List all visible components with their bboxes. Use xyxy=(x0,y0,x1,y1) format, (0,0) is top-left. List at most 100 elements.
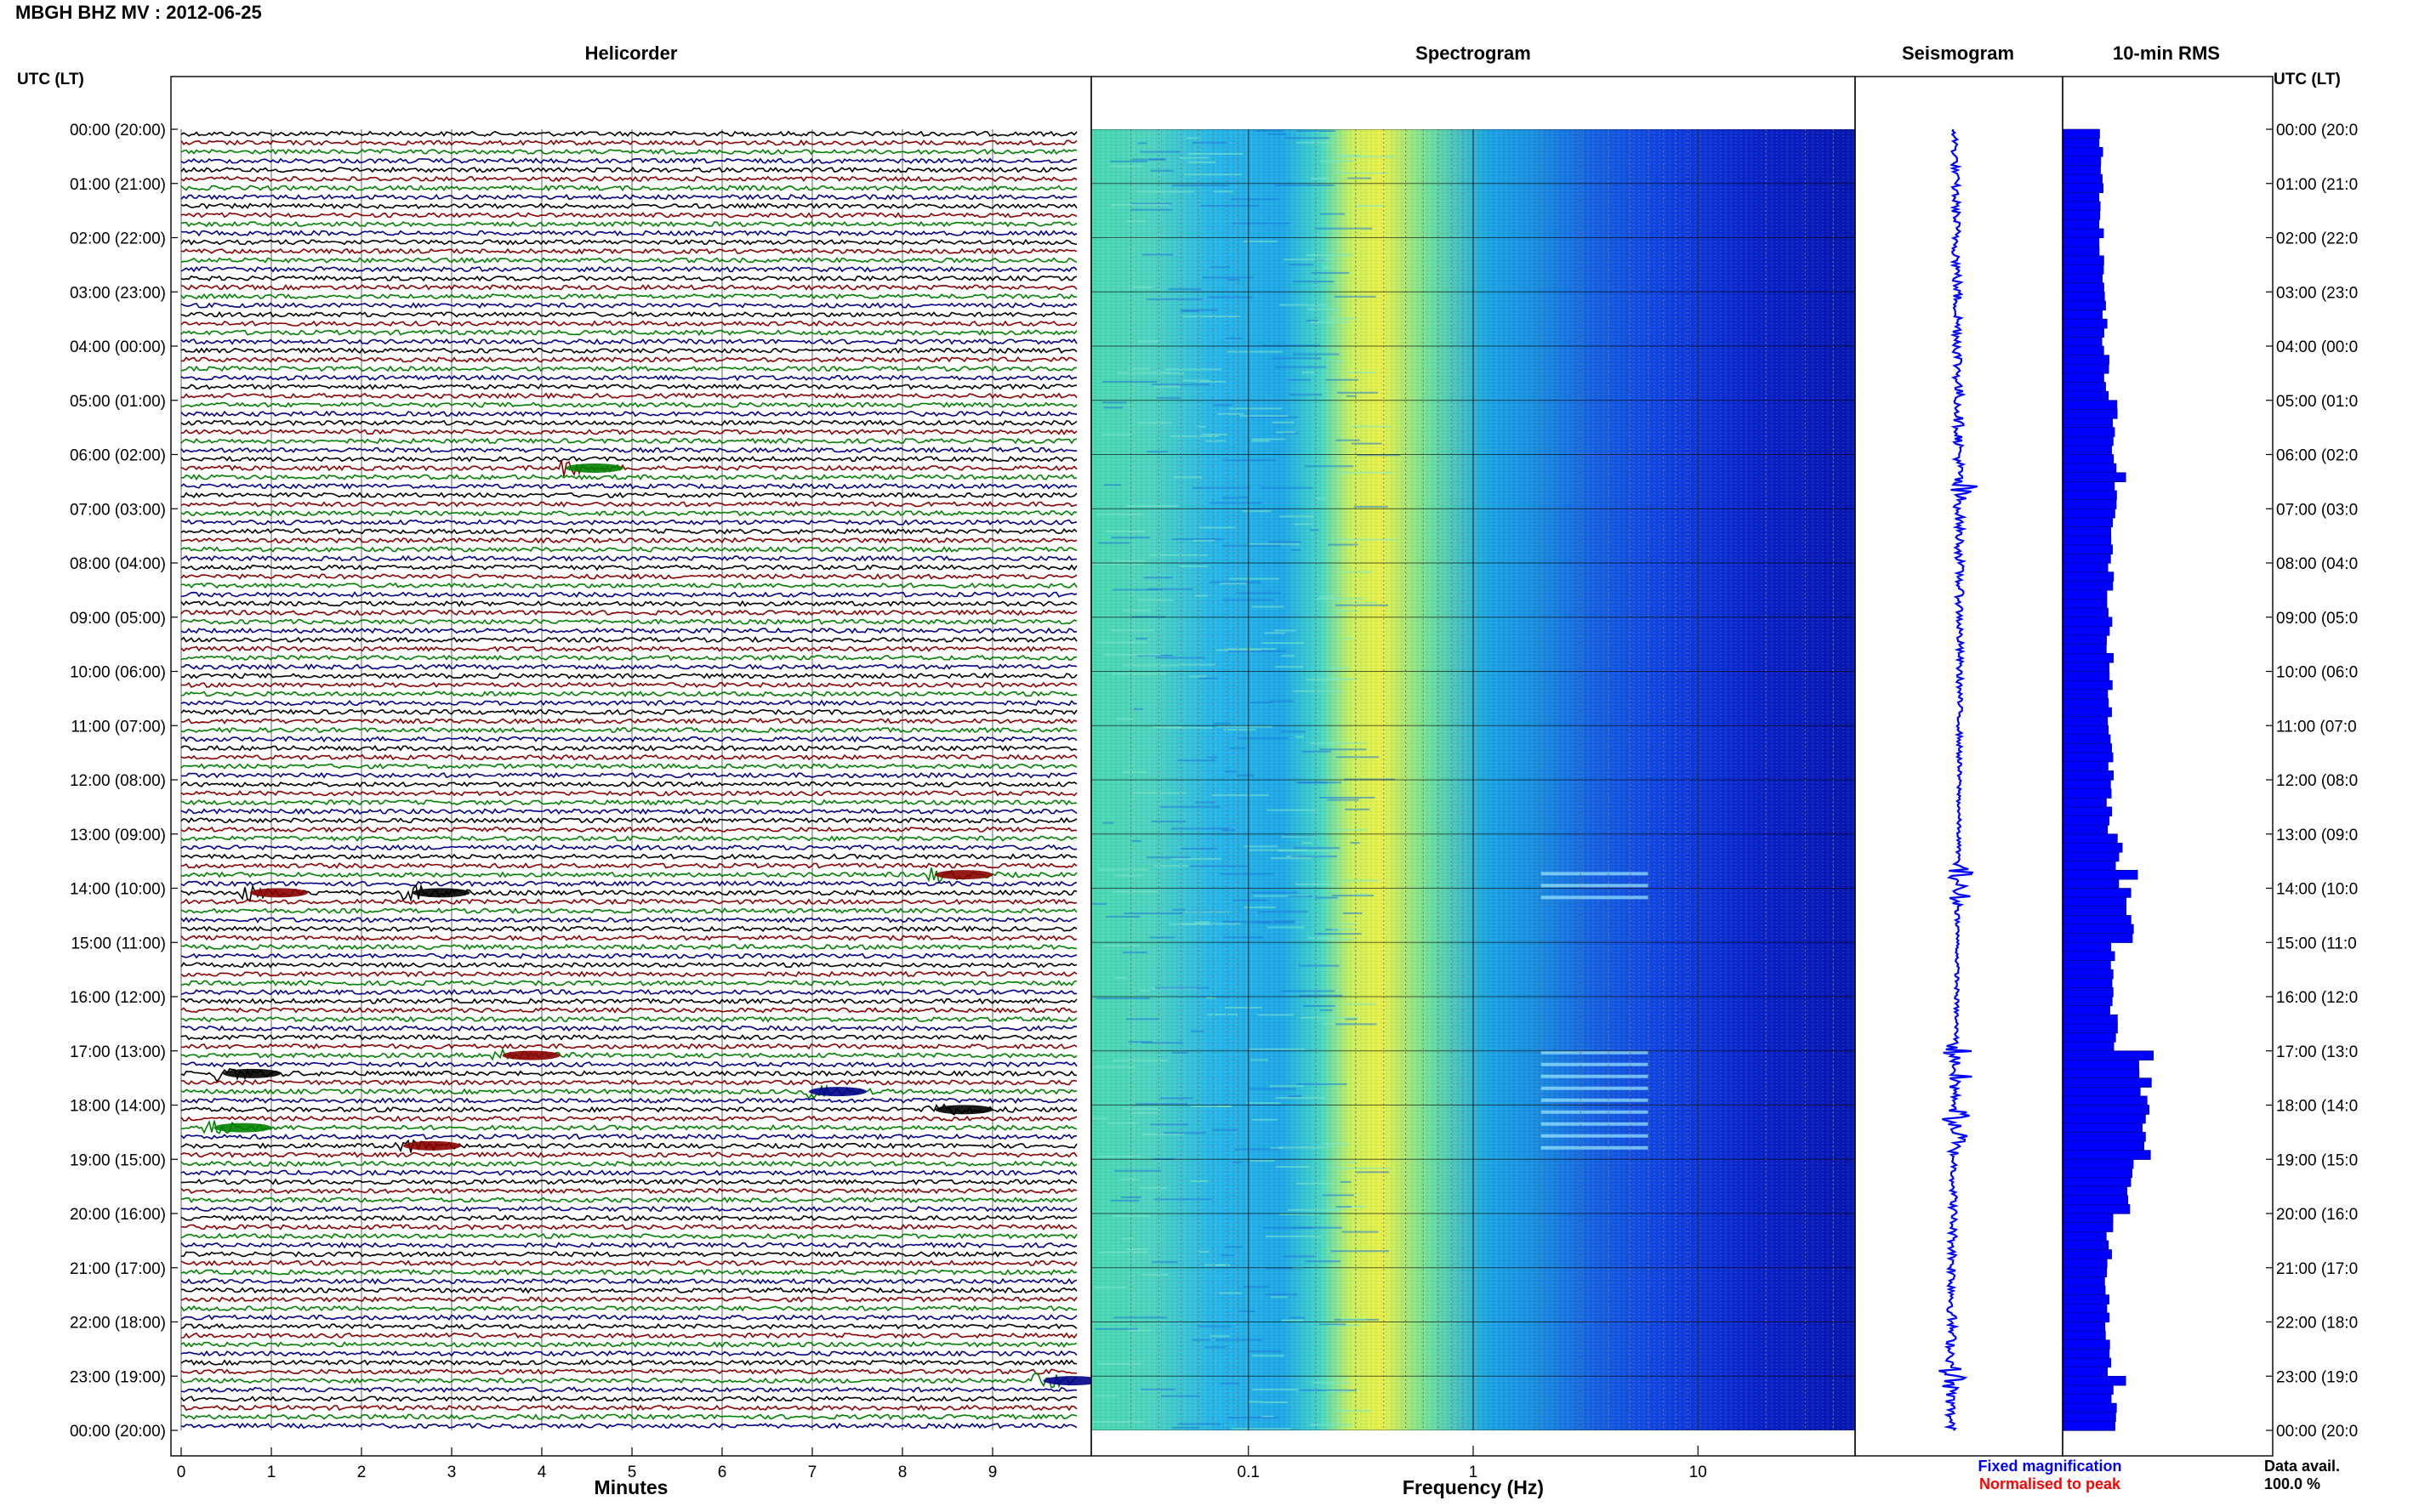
spectrogram-streak xyxy=(1154,385,1181,388)
spectrogram-streak xyxy=(1170,435,1220,438)
rms-bar xyxy=(2062,327,2104,338)
spectrogram-streak xyxy=(1274,184,1335,186)
helicorder-trace xyxy=(180,130,1078,138)
rms-bar xyxy=(2062,535,2112,546)
spectrogram-tremor-band xyxy=(1540,1074,1648,1078)
rms-bar xyxy=(2062,743,2112,753)
spectrogram-streak xyxy=(1261,1401,1288,1404)
helicorder-trace xyxy=(180,1341,1078,1349)
spectrogram-streak xyxy=(1187,161,1216,163)
rms-bar xyxy=(2062,1185,2127,1197)
helicorder-trace xyxy=(180,1151,1078,1158)
spectrogram-streak xyxy=(1278,304,1327,306)
time-label-right: 03:00 (23:0 xyxy=(2276,284,2358,302)
helicorder-trace xyxy=(180,257,1078,264)
rms-bar xyxy=(2062,1177,2132,1187)
spectrogram-tremor-band xyxy=(1540,1050,1648,1054)
rms-title: 10-min RMS xyxy=(2113,43,2220,64)
time-label-left: 13:00 (09:00) xyxy=(70,827,166,844)
spectrogram-streak xyxy=(1335,1377,1347,1379)
spectrogram-streak xyxy=(1194,921,1210,924)
spectrogram-streak xyxy=(1223,729,1256,731)
spectrogram-streak xyxy=(1248,849,1308,851)
spectrogram-streak xyxy=(1103,406,1124,409)
spectrogram-streak xyxy=(1209,581,1261,583)
spectrogram-streak xyxy=(1283,259,1334,261)
x-axis-ticks: 0 1 2 3 4 5 6 7 8 9 0.1 1 10 xyxy=(177,1446,1707,1481)
helicorder-trace xyxy=(180,1139,1078,1153)
spectrogram-streak xyxy=(1357,454,1401,457)
rms-bar xyxy=(2062,599,2108,609)
spectrogram-streak xyxy=(1273,629,1296,632)
rms-bar xyxy=(2062,435,2114,446)
time-labels-left: 00:00 (20:00) 01:00 (21:00) 02:00 (22:00) 0… xyxy=(70,122,166,1441)
spectrogram-streak xyxy=(1250,1059,1269,1061)
helicorder-event xyxy=(1043,1376,1091,1386)
rms-bar xyxy=(2062,915,2132,925)
spectrogram-streak xyxy=(1290,855,1337,858)
spectrogram-streak xyxy=(1346,395,1357,397)
spectrogram-streak xyxy=(1113,890,1160,893)
time-label-left: 09:00 (05:00) xyxy=(70,610,166,628)
spectrogram-streak xyxy=(1332,928,1356,930)
helicorder-trace xyxy=(180,618,1078,625)
spectrogram-streak xyxy=(1261,642,1305,645)
spectrogram-streak xyxy=(1168,288,1202,291)
spectrogram-streak xyxy=(1310,321,1351,323)
helicorder-trace xyxy=(180,1214,1078,1222)
spectrogram-streak xyxy=(1224,648,1277,651)
rms-bar xyxy=(2062,589,2108,600)
helicorder-trace xyxy=(180,166,1078,173)
spectrogram-streak xyxy=(1182,379,1210,382)
spectrogram-streak xyxy=(1149,158,1165,161)
spectrogram-streak xyxy=(1278,850,1338,852)
rms-bar xyxy=(2062,1402,2117,1413)
spectrogram-streak xyxy=(1266,133,1287,135)
spectrogram-streak xyxy=(1328,615,1346,617)
helicorder-trace xyxy=(180,374,1078,382)
helicorder-trace xyxy=(180,546,1078,553)
helicorder-trace xyxy=(180,591,1078,598)
rms-bar xyxy=(2062,951,2115,962)
spectrogram-streak xyxy=(1287,1208,1341,1211)
spectrogram-streak xyxy=(1150,554,1209,556)
spectrogram-streak xyxy=(1266,926,1305,929)
spectrogram-streak xyxy=(1281,655,1295,657)
spectrogram-streak xyxy=(1192,539,1215,542)
rms-bar xyxy=(2062,355,2109,365)
spectrogram-streak xyxy=(1355,205,1384,207)
spectrogram-streak xyxy=(1262,344,1320,347)
rms-bar xyxy=(2062,219,2100,230)
time-label-right: 14:00 (10:0 xyxy=(2276,881,2358,899)
spectrogram-streak xyxy=(1251,891,1298,894)
spectrogram-streak xyxy=(1250,1160,1275,1162)
spectrogram-streak xyxy=(1096,513,1144,515)
helicorder-trace xyxy=(180,1422,1078,1430)
spectrogram-streak xyxy=(1137,142,1147,145)
spectrogram-streak xyxy=(1122,664,1182,667)
spectrogram-streak xyxy=(1125,1018,1159,1020)
spectrogram-streak xyxy=(1325,929,1340,931)
spectrogram-streak xyxy=(1091,1117,1107,1120)
helicorder-trace xyxy=(180,310,1078,318)
time-label-right: 01:00 (21:0 xyxy=(2276,176,2358,194)
spectrogram-xtick-label: 10 xyxy=(1689,1464,1707,1481)
spectrogram-streak xyxy=(1172,1426,1200,1429)
rms-bar xyxy=(2062,806,2113,817)
rms-bar xyxy=(2062,698,2109,708)
helicorder-trace xyxy=(180,898,1078,906)
spectrogram-streak xyxy=(1280,730,1306,733)
rms-bar xyxy=(2062,1068,2140,1079)
spectrogram-streak xyxy=(1293,353,1340,355)
spectrogram-streak xyxy=(1146,856,1191,859)
rms-bar xyxy=(2062,644,2107,654)
rms-bar xyxy=(2062,1132,2146,1142)
spectrogram-streak xyxy=(1293,847,1340,850)
helicorder-trace xyxy=(180,275,1078,282)
rms-bar xyxy=(2062,707,2112,718)
helicorder-panel xyxy=(180,129,1091,1430)
helicorder-trace xyxy=(180,1169,1078,1177)
helicorder-trace xyxy=(180,1083,1078,1100)
spectrogram-streak xyxy=(1350,842,1360,844)
helicorder-trace xyxy=(180,1395,1078,1402)
